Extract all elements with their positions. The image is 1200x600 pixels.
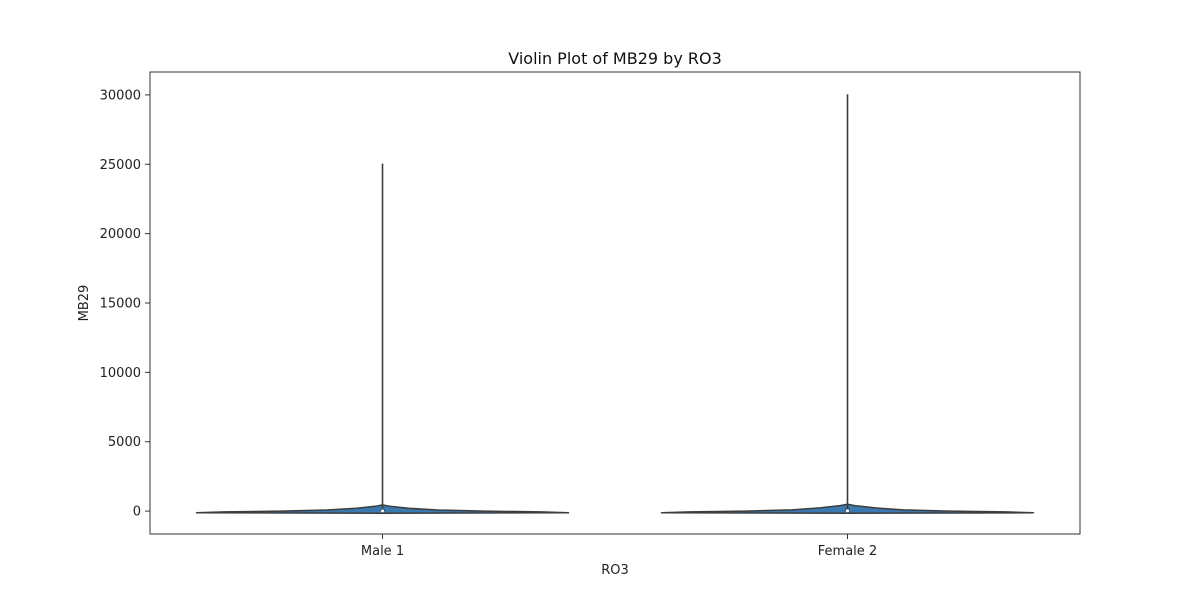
- x-axis: Male 1 Female 2: [361, 534, 877, 559]
- y-axis-title: MB29: [77, 285, 92, 322]
- chart-title: Violin Plot of MB29 by RO3: [508, 49, 722, 68]
- y-tick-label: 30000: [100, 88, 141, 103]
- plot-frame: [149, 71, 1081, 535]
- x-tick-label: Male 1: [361, 544, 404, 559]
- y-tick-label: 5000: [108, 435, 141, 450]
- violin-male-1: [195, 163, 570, 514]
- violins-group: [195, 94, 1035, 514]
- y-tick-label: 0: [133, 505, 141, 520]
- y-tick-label: 25000: [100, 158, 141, 173]
- y-axis: 0 5000 10000 15000 20000 25000 30000: [100, 88, 150, 520]
- x-tick-label: Female 2: [818, 544, 877, 559]
- violin-female-2: [660, 94, 1035, 514]
- y-tick-label: 20000: [100, 227, 141, 242]
- y-tick-label: 15000: [100, 297, 141, 312]
- x-axis-title: RO3: [601, 563, 629, 578]
- violin-median-dot: [381, 509, 384, 513]
- y-tick-label: 10000: [100, 366, 141, 381]
- violin-median-dot: [846, 509, 849, 513]
